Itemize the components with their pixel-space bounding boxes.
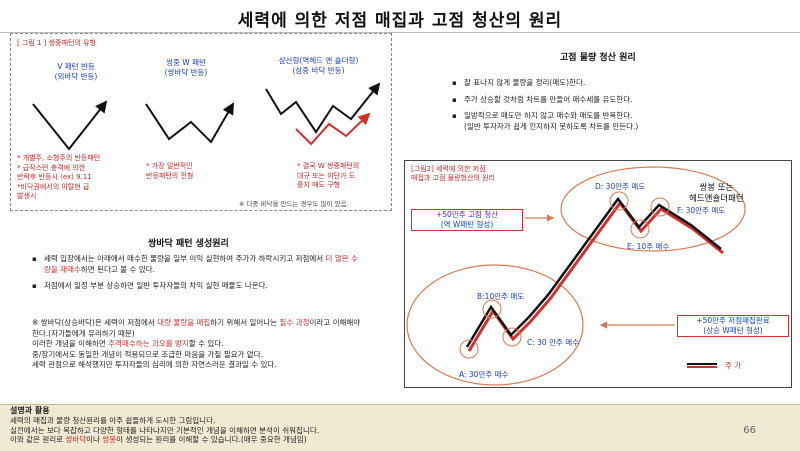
figure-2-caption: [그림2] 세력에 의한 저점 매집과 고점 물량청산의 원리 bbox=[411, 165, 495, 182]
paragraph-line: 이러한 개념을 이해하면 추격매수하는 과오를 방지할 수 있다. bbox=[32, 339, 224, 348]
explanation-text: 세력의 매집과 물량 청산원리를 아주 쉽들하게 도시한 그림입니다. 실전에서… bbox=[10, 416, 320, 445]
bottom-ellipse bbox=[406, 264, 584, 386]
bottom-accumulation-box: +50만주 저점매집완료 (상승 W패턴 형성) bbox=[677, 315, 789, 337]
w-pattern-line bbox=[145, 102, 235, 144]
top-section-heading: 고점 물량 청산 원리 bbox=[560, 53, 636, 63]
label-c: C: 30 만주 매수 bbox=[527, 338, 580, 347]
point-e-circle bbox=[630, 219, 650, 239]
side-title: 쌍봉 또는 헤드앤숄더패턴 bbox=[689, 183, 744, 204]
top-section-bullets: 잘 표나지 않게 물량을 정리(매도)한다. 주가 상승할 것처럼 차트를 만들… bbox=[452, 78, 782, 138]
list-item: 세력 입장에서는 아래에서 매수한 물량을 일부 이익 실현하여 주가가 하락시… bbox=[32, 254, 364, 275]
w-pattern-note: * 가장 일반적인 반등패턴의 전형 bbox=[146, 162, 194, 180]
figure-1-caption: [ 그림 1 ] 쌍중패턴의 유형 bbox=[17, 39, 97, 47]
list-item: 저점에서 일정 부분 상승하면 일반 투자자들의 차익 실현 매물도 나온다. bbox=[32, 281, 364, 292]
point-a-circle bbox=[459, 339, 479, 359]
hs-pattern-note: * 결국 W 쌍중패턴의 대규 또는 이단가 도 중지 매도 구형 bbox=[297, 162, 360, 189]
point-c-circle bbox=[502, 327, 522, 347]
v-pattern-note: * 개별주, 소형주의 반등패턴 * 급작스런 충격에 의한 반락후 반등시 (… bbox=[17, 154, 101, 200]
hs-pattern-label: 삼산형(역헤드 앤 숄더형) (삼중 바닥 반등) bbox=[278, 56, 359, 75]
left-section-text: 세력 입장에서는 아래에서 매수한 물량을 일부 이익 실현하여 주가가 하락시… bbox=[32, 254, 364, 298]
legend-label: 주 가 bbox=[725, 361, 742, 370]
page-title: 세력에 의한 저점 매집과 고점 청산의 원리 bbox=[237, 11, 563, 31]
w-pattern-label: 쌍중 W 패턴 (쌍바닥 반등) bbox=[164, 58, 208, 77]
label-b: B:10만주 매도 bbox=[477, 292, 525, 301]
label-d: D: 30만주 매도 bbox=[595, 182, 646, 191]
v-pattern-label: V 패턴 반등 (외바닥 반등) bbox=[54, 62, 98, 81]
title-divider bbox=[0, 32, 800, 33]
figure-1-footnote: ※ 다중 바닥을 만드는 경우도 많이 있음. bbox=[239, 200, 349, 208]
paragraph-line: 세력 관점으로 해석했지만 투자자들의 심리에 의한 자연스러운 결과일 수 있… bbox=[32, 360, 277, 369]
figure-1-pattern-types: [ 그림 1 ] 쌍중패턴의 유형 V 패턴 반등 (외바닥 반등) 쌍중 W … bbox=[10, 33, 392, 211]
left-section-heading: 쌍바닥 패턴 생성원리 bbox=[148, 239, 229, 249]
point-d-circle bbox=[609, 191, 629, 211]
paragraph-line: 중/장기에서도 동일한 개념이 적용되므로 조급한 마음을 가질 필요가 없다. bbox=[32, 349, 263, 359]
left-section-paragraph: ※ 쌍바닥(상승바닥)은 세력이 저점에서 대량 물량을 매집하기 위해서 일어… bbox=[32, 318, 364, 371]
label-f: F: 30만주 매도 bbox=[677, 206, 726, 215]
top-distribution-box: +50만주 고점 청산 (역 W패턴 형성) bbox=[411, 209, 523, 231]
label-a: A: 30만주 매수 bbox=[459, 370, 509, 379]
paragraph-line: ※ 쌍바닥(상승바닥)은 세력이 저점에서 대량 물량을 매집하기 위해서 일어… bbox=[32, 318, 361, 338]
point-f-circle bbox=[650, 197, 670, 217]
pattern-drawings bbox=[32, 82, 381, 151]
list-item: 잘 표나지 않게 물량을 정리(매도)한다. bbox=[452, 78, 782, 89]
hs-pattern-red-line bbox=[295, 112, 371, 146]
hs-pattern-line bbox=[265, 82, 381, 134]
list-item: 일방적으로 매도만 하지 않고 매수와 매도를 반복한다. (일반 투자자가 쉽… bbox=[452, 111, 782, 132]
explanation-band bbox=[0, 404, 800, 451]
price-path-black bbox=[465, 196, 722, 348]
figure-2-drawing bbox=[406, 166, 746, 386]
explanation-heading: 설명과 활용 bbox=[10, 406, 50, 415]
page-number: 66 bbox=[743, 425, 756, 436]
figure-2-accumulation-distribution: [그림2] 세력에 의한 저점 매집과 고점 물량청산의 원리 +50만주 고점… bbox=[404, 160, 792, 388]
v-pattern-line bbox=[32, 100, 108, 151]
label-e: E: 10주 매수 bbox=[627, 242, 670, 251]
top-ellipse bbox=[560, 166, 746, 252]
point-b-circle bbox=[482, 299, 502, 319]
list-item: 주가 상승할 것처럼 차트를 만들어 매수세를 유도한다. bbox=[452, 95, 782, 106]
